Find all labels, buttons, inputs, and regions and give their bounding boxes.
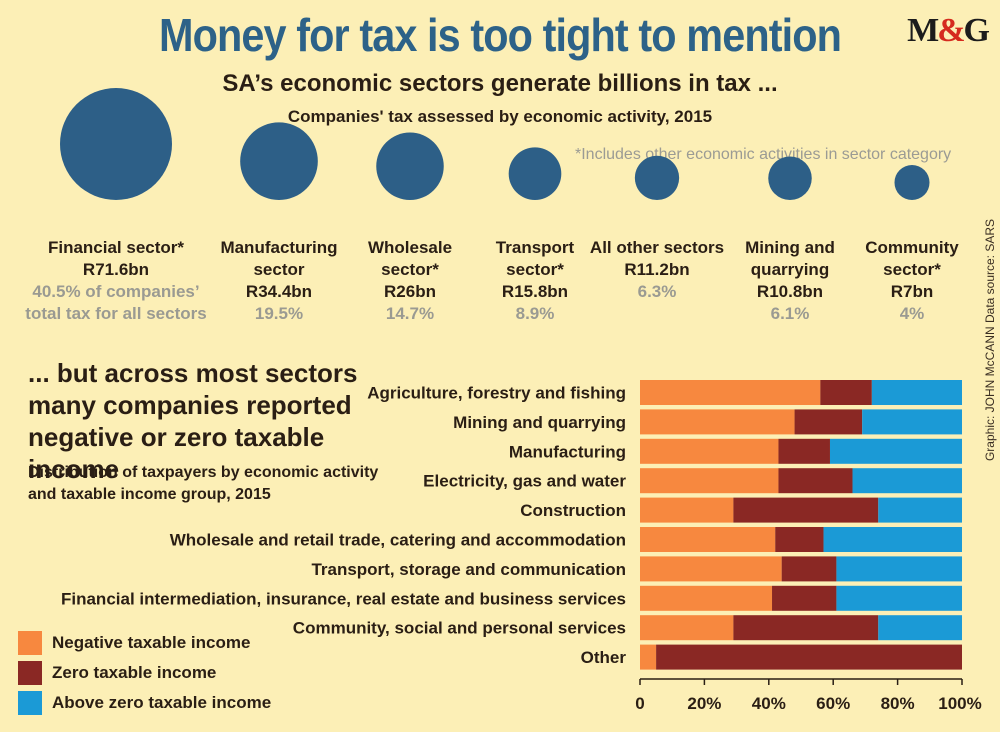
sector-name-2: Wholesale sector*: [367, 238, 453, 279]
bar-2-above: [829, 438, 962, 464]
bubble-chart: [60, 88, 930, 201]
bar-3-above: [852, 468, 962, 494]
category-label-6: Transport, storage and communication: [311, 560, 626, 579]
bar-4-negative: [640, 497, 734, 523]
bar-4-zero: [733, 497, 879, 523]
sector-value-5: R10.8bn: [756, 282, 824, 301]
bar-chart-subtitle: Distribution of taxpayers by economic ac…: [28, 464, 379, 503]
category-label-7: Financial intermediation, insurance, rea…: [61, 589, 626, 608]
legend-label-above: Above zero taxable income: [52, 693, 272, 712]
bar-3-negative: [640, 468, 779, 494]
bar-2-zero: [778, 438, 830, 464]
category-label-8: Community, social and personal services: [293, 619, 626, 638]
bar-1-zero: [794, 409, 863, 435]
category-label-0: Agriculture, forestry and fishing: [367, 384, 626, 403]
bar-6-zero: [781, 556, 837, 582]
sector-name-3: Transport sector*: [495, 238, 575, 279]
sector-value-1: R34.4bn: [245, 282, 313, 301]
bubble-4: [634, 155, 680, 201]
bar-6-negative: [640, 556, 782, 582]
sector-value-2: R26bn: [384, 282, 436, 301]
legend-label-negative: Negative taxable income: [52, 633, 251, 652]
bar-5-negative: [640, 527, 776, 552]
legend-negative: Negative taxable income: [18, 631, 250, 657]
sector-label-1: Manufacturing sector R34.4bn 19.5%: [220, 237, 337, 325]
category-label-9: Other: [581, 648, 627, 667]
bar-1-negative: [640, 409, 795, 435]
sector-label-2: Wholesale sector* R26bn 14.7%: [368, 237, 452, 325]
sector-name-0: Financial sector*: [47, 238, 185, 257]
bar-0-above: [871, 380, 962, 405]
sector-name-1: Manufacturing sector: [220, 238, 338, 279]
bar-7-zero: [772, 585, 837, 611]
category-label-5: Wholesale and retail trade, catering and…: [170, 531, 626, 550]
bar-3-zero: [778, 468, 853, 494]
subtitle: SA’s economic sectors generate billions …: [222, 70, 778, 97]
bar-4-above: [878, 497, 962, 523]
category-label-3: Electricity, gas and water: [423, 472, 626, 491]
sector-share-5: 6.1%: [770, 304, 810, 323]
sector-value-4: R11.2bn: [624, 260, 690, 279]
sector-share-4: 6.3%: [637, 282, 677, 301]
bubble-3: [508, 147, 562, 200]
bar-9-negative: [640, 644, 657, 670]
x-tick-label-0: 0: [635, 694, 644, 713]
sector-value-3: R15.8bn: [501, 282, 569, 301]
x-tick-label-4: 80%: [881, 694, 915, 713]
sector-label-4: All other sectors R11.2bn 6.3%: [590, 237, 724, 303]
footnote: *Includes other economic activities in s…: [575, 146, 952, 163]
legend-zero: Zero taxable income: [18, 661, 216, 687]
bubble-5: [768, 156, 812, 200]
sector-label-3: Transport sector* R15.8bn 8.9%: [496, 237, 574, 325]
sector-value-0: R71.6bn: [82, 260, 150, 279]
sector-share-1: 19.5%: [254, 304, 304, 323]
sector-name-4: All other sectors: [589, 238, 725, 257]
sector-label-6: Community sector* R7bn 4%: [865, 237, 959, 325]
sector-share-0: 40.5% of companies’ total tax for all sec…: [25, 282, 207, 323]
bar-2-negative: [640, 438, 779, 464]
legend-swatch-zero: [18, 661, 42, 685]
sector-name-6: Community sector*: [865, 238, 959, 279]
bubble-6: [894, 164, 930, 200]
bar-chart-title: ... but across most sectors many compani…: [28, 358, 358, 484]
category-label-1: Mining and quarrying: [453, 413, 626, 432]
bar-7-negative: [640, 585, 773, 611]
bar-8-above: [878, 615, 962, 641]
sector-label-0: Financial sector* R71.6bn 40.5% of compani…: [25, 237, 206, 325]
sector-name-5: Mining and quarrying: [745, 238, 835, 279]
x-tick-label-1: 20%: [687, 694, 721, 713]
category-label-2: Manufacturing: [509, 442, 626, 461]
x-tick-label-5: 100%: [938, 694, 981, 713]
legend-swatch-above: [18, 691, 42, 715]
sector-share-6: 4%: [899, 304, 925, 323]
legend-above: Above zero taxable income: [18, 691, 271, 717]
sector-share-2: 14.7%: [385, 304, 435, 323]
x-tick-label-2: 40%: [752, 694, 786, 713]
mg-logo: M&G: [907, 12, 990, 49]
bubble-0: [60, 88, 172, 200]
bar-8-negative: [640, 615, 734, 641]
sector-value-6: R7bn: [890, 282, 934, 301]
bar-8-zero: [733, 615, 879, 641]
bubble-1: [240, 122, 318, 200]
bar-5-above: [823, 527, 962, 552]
bar-6-above: [836, 556, 962, 582]
bar-5-zero: [775, 527, 824, 552]
sector-label-5: Mining and quarrying R10.8bn 6.1%: [745, 237, 835, 325]
bar-0-zero: [820, 380, 872, 405]
bar-7-above: [836, 585, 962, 611]
legend-swatch-negative: [18, 631, 42, 655]
category-label-4: Construction: [520, 501, 626, 520]
bar-9-zero: [656, 644, 962, 670]
bar-1-above: [862, 409, 962, 435]
stacked-bar-chart: Agriculture, forestry and fishing Mining …: [61, 380, 982, 713]
bubble-2: [376, 132, 444, 200]
legend-label-zero: Zero taxable income: [52, 663, 217, 682]
sector-share-3: 8.9%: [515, 304, 555, 323]
bubble-chart-title: Companies' tax assessed by economic acti…: [287, 107, 713, 126]
x-tick-label-3: 60%: [816, 694, 850, 713]
page-title: Money for tax is too tight to mention: [159, 9, 842, 61]
bar-0-negative: [640, 380, 821, 405]
